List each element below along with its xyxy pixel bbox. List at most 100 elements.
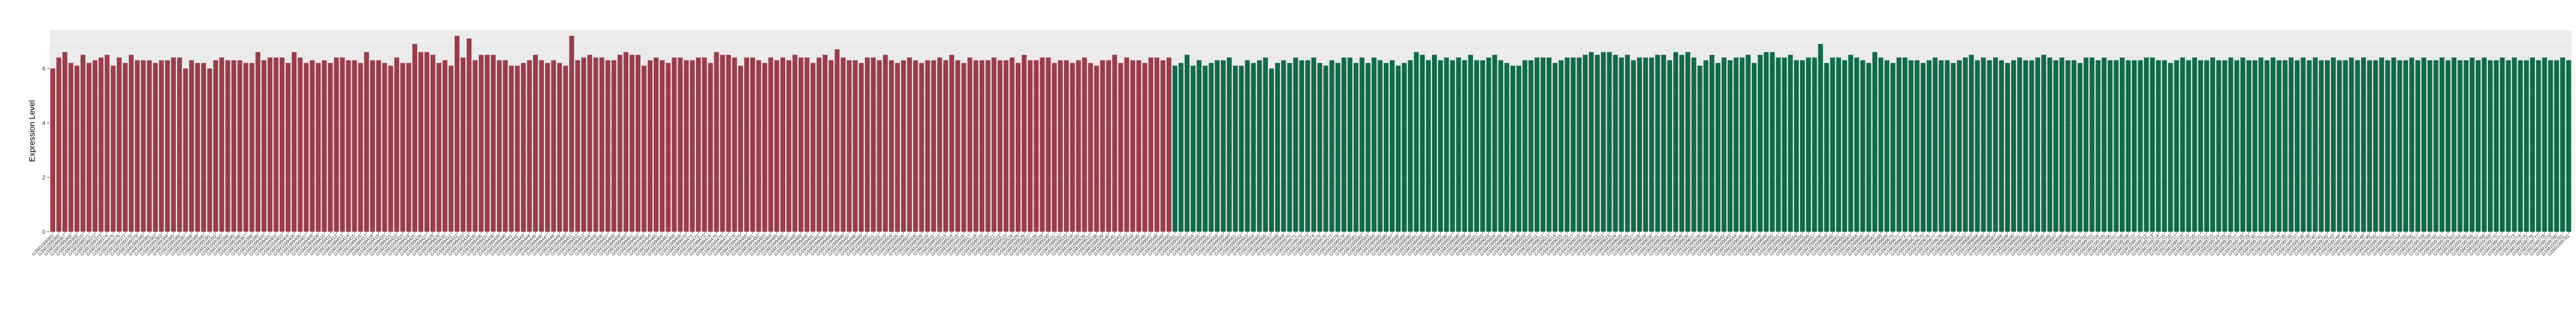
bar	[1793, 60, 1799, 232]
bar	[1245, 60, 1250, 232]
bar	[1884, 60, 1890, 232]
bar	[1486, 57, 1491, 232]
bar	[1607, 52, 1612, 232]
bar	[605, 60, 610, 232]
y-tick-label: 0	[42, 229, 45, 236]
bar	[1359, 57, 1365, 232]
bar	[1631, 60, 1636, 232]
bar	[484, 55, 490, 232]
bar	[195, 63, 200, 232]
bar	[1341, 57, 1346, 232]
bar	[575, 60, 580, 232]
bar	[2162, 60, 2167, 232]
bar	[1691, 57, 1697, 232]
bar	[1776, 57, 1781, 232]
bar	[2560, 57, 2565, 232]
bar	[521, 63, 526, 232]
bar	[617, 55, 622, 232]
bar	[2246, 60, 2252, 232]
y-tick-label: 4	[42, 120, 45, 127]
bar	[448, 66, 454, 232]
bar	[883, 55, 888, 232]
bar	[2469, 57, 2475, 232]
bar	[1383, 63, 1389, 232]
bar	[1003, 60, 1009, 232]
bar	[2433, 60, 2439, 232]
bar	[2023, 60, 2028, 232]
bar	[587, 55, 593, 232]
bar	[1697, 66, 1703, 232]
bar	[768, 57, 773, 232]
bar	[1565, 57, 1570, 232]
bar	[1456, 57, 1461, 232]
bar	[1637, 57, 1642, 232]
bar	[823, 55, 828, 232]
bar	[2089, 57, 2095, 232]
bar	[1197, 60, 1202, 232]
bar	[720, 55, 725, 232]
bar	[2349, 57, 2354, 232]
bar	[412, 44, 417, 232]
bar	[2403, 60, 2408, 232]
bar	[732, 57, 737, 232]
bar	[2312, 57, 2318, 232]
bar	[2174, 60, 2179, 232]
bar	[1492, 55, 1497, 232]
bar	[2138, 60, 2143, 232]
bar	[74, 66, 80, 232]
bar	[1987, 60, 1992, 232]
bar	[2391, 57, 2396, 232]
bar	[1371, 57, 1377, 232]
bar	[400, 63, 405, 232]
bar	[2276, 60, 2282, 232]
bar	[804, 57, 810, 232]
bar	[2107, 60, 2113, 232]
bar	[1661, 55, 1666, 232]
bar	[273, 57, 279, 232]
bar	[1088, 63, 1093, 232]
bar	[1582, 55, 1588, 232]
bar	[2059, 57, 2065, 232]
bar	[973, 60, 978, 232]
bar	[1348, 57, 1352, 232]
bar	[1269, 68, 1274, 232]
bar	[122, 63, 128, 232]
bar	[2282, 60, 2288, 232]
bar	[1830, 57, 1835, 232]
bar	[455, 36, 459, 232]
bar	[2204, 60, 2209, 232]
bar	[334, 57, 339, 232]
bar	[684, 60, 689, 232]
bar	[104, 55, 110, 232]
bar	[1854, 57, 1859, 232]
bar	[2355, 60, 2360, 232]
bar	[327, 63, 333, 232]
bar	[1082, 57, 1087, 232]
bar	[1377, 60, 1383, 232]
bar	[219, 57, 225, 232]
bar	[2101, 57, 2107, 232]
bar	[430, 55, 436, 232]
bar	[689, 60, 695, 232]
bar	[1902, 57, 1908, 232]
bar	[364, 52, 369, 232]
bar	[1070, 63, 1075, 232]
bar	[943, 60, 948, 232]
bar	[1727, 60, 1733, 232]
bar	[1263, 57, 1268, 232]
bar	[2439, 57, 2444, 232]
bar	[1595, 55, 1600, 232]
bar	[1178, 63, 1184, 232]
bar	[461, 57, 466, 232]
bar	[165, 60, 170, 232]
bar	[1185, 55, 1190, 232]
bar	[316, 63, 321, 232]
bar	[243, 63, 248, 232]
bar	[50, 68, 56, 232]
bar	[846, 60, 852, 232]
bar	[2053, 60, 2059, 232]
bar	[1559, 60, 1564, 232]
bar	[497, 60, 502, 232]
bar	[1323, 66, 1329, 232]
bar	[1239, 66, 1244, 232]
